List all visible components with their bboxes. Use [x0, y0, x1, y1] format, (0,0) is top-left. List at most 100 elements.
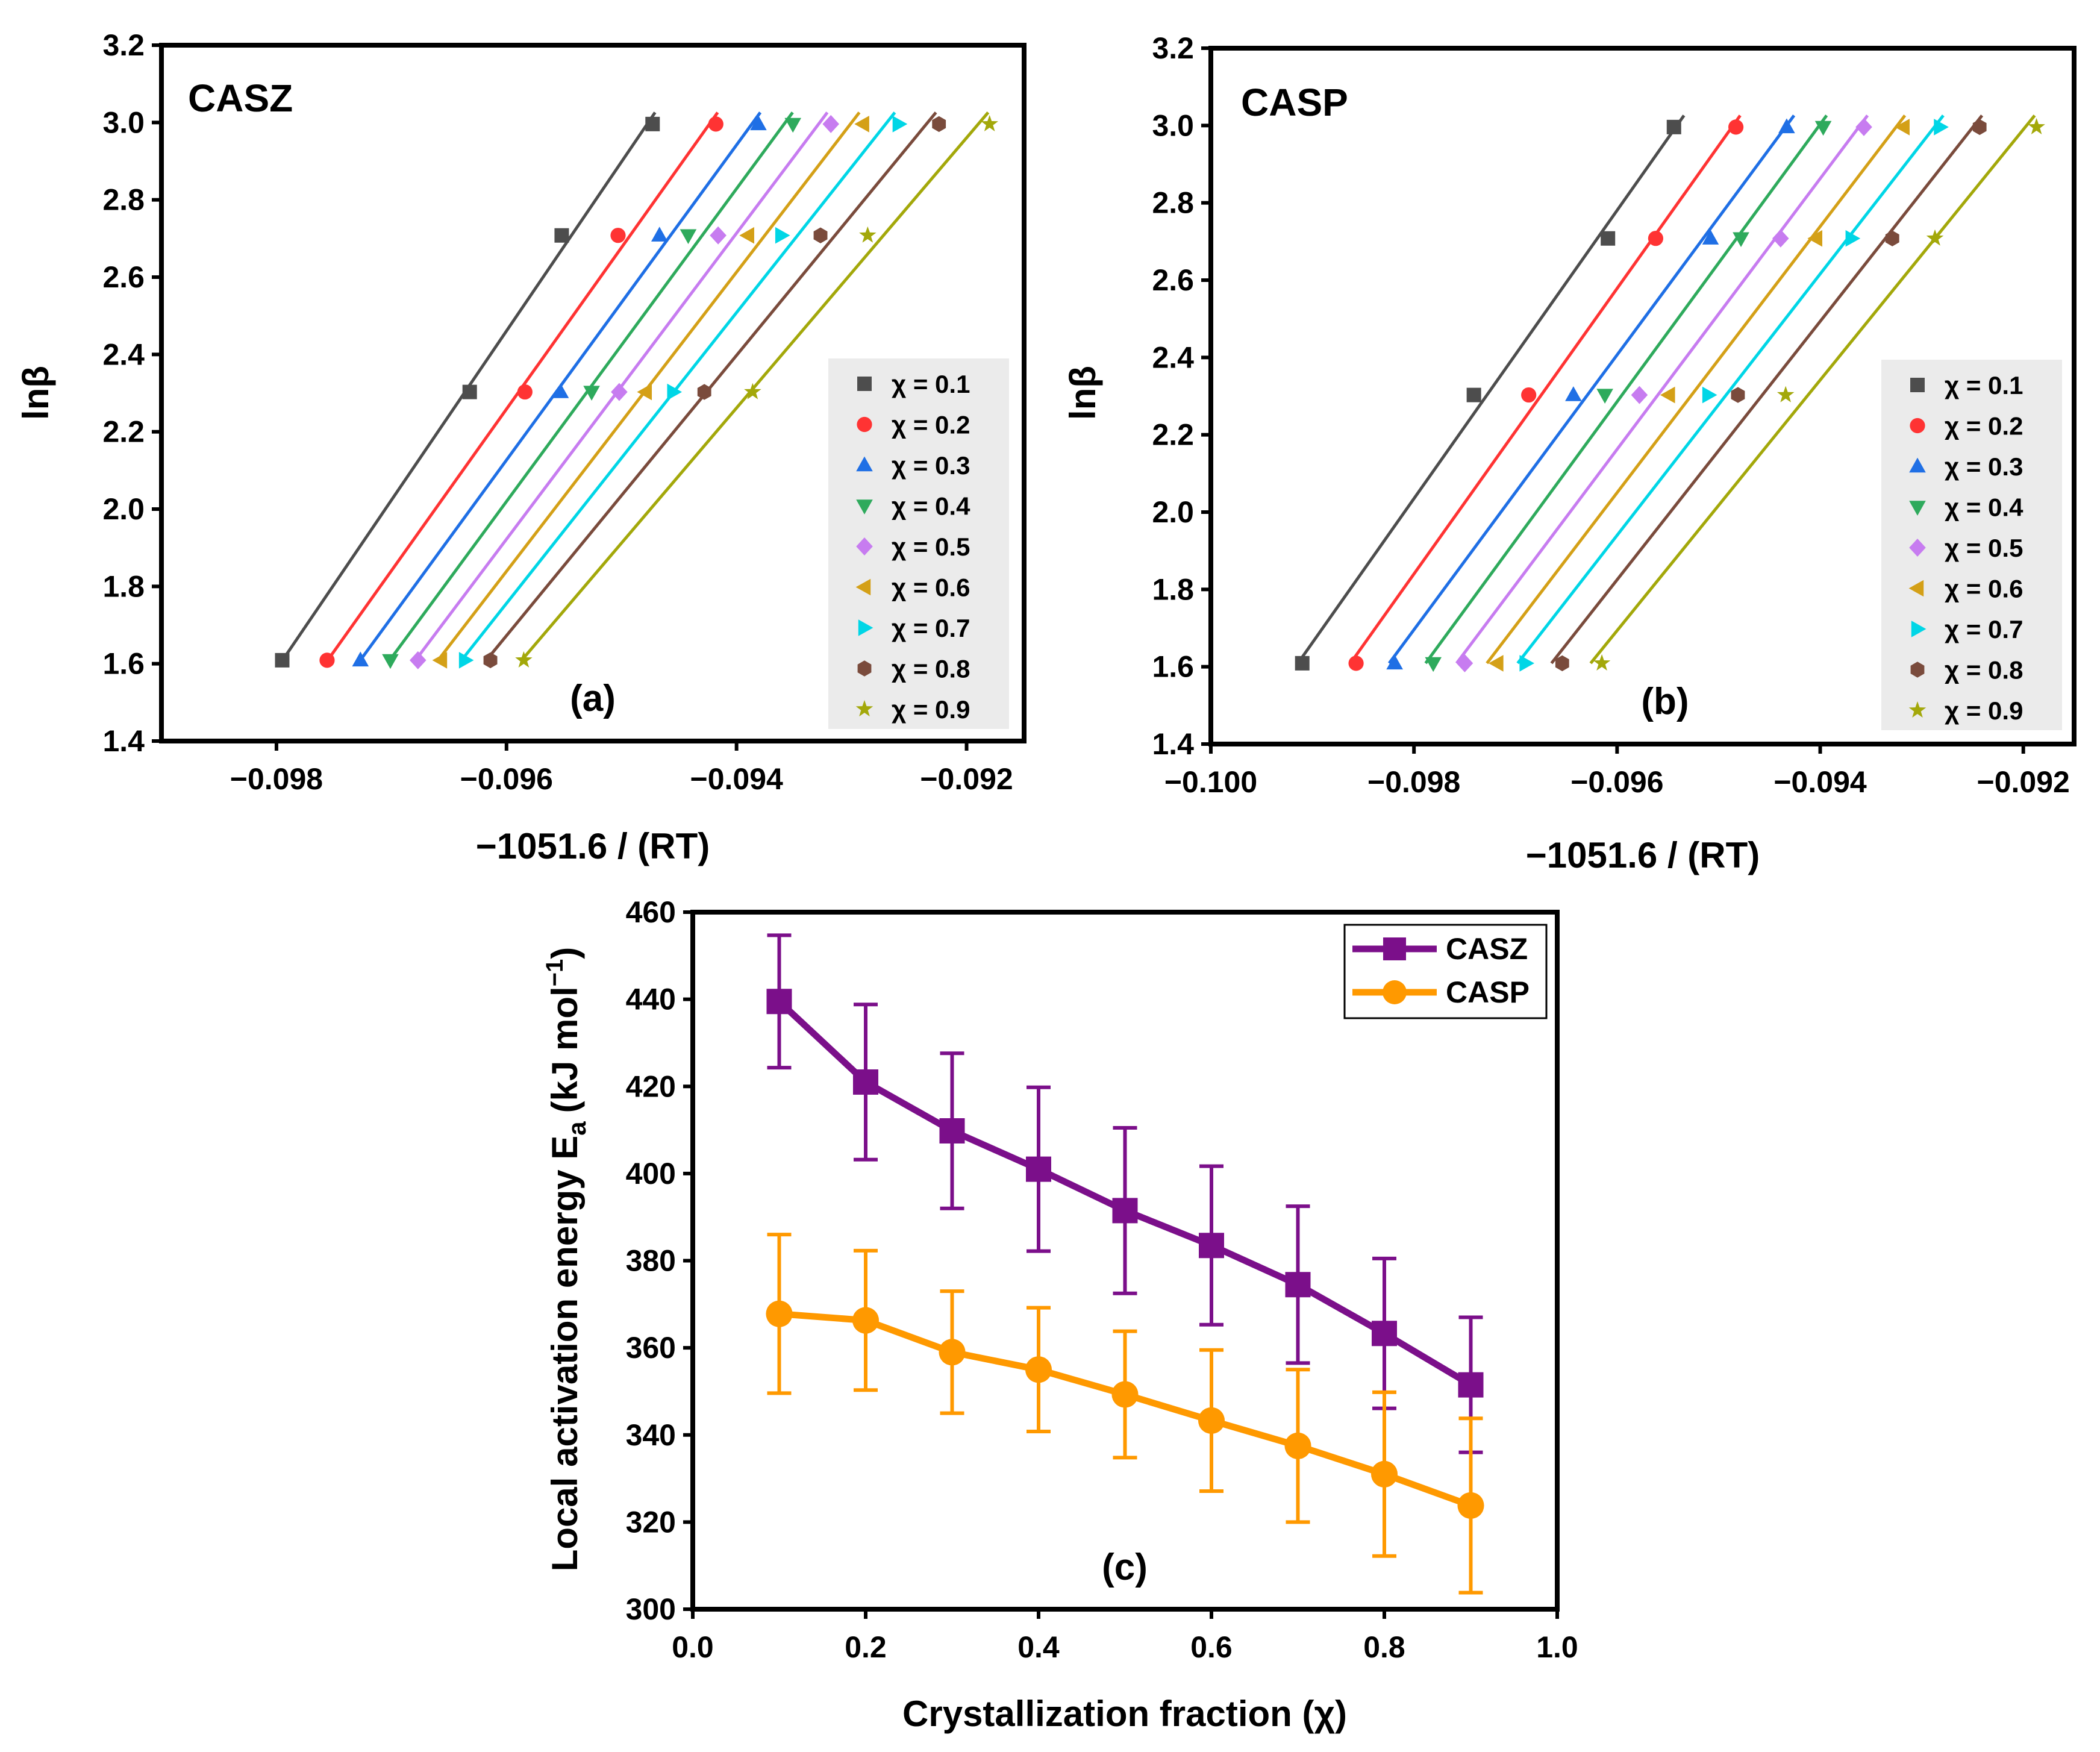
a-legend-marker: [855, 700, 873, 717]
b-legend-label: χ = 0.1: [1945, 371, 2023, 399]
a-fit-line: [460, 111, 896, 662]
b-data-point: [1885, 230, 1899, 246]
b-legend-label: χ = 0.8: [1945, 656, 2023, 684]
b-data-point: [1778, 118, 1795, 134]
b-data-point: [1814, 120, 1832, 136]
c-legend-label: CASP: [1446, 975, 1530, 1009]
a-y-tick-label: 3.0: [102, 105, 145, 139]
a-data-point: [483, 652, 498, 669]
panel-b-label: (b): [1641, 681, 1689, 722]
c-legend-marker: [1383, 980, 1407, 1004]
c-data-point: [1370, 1460, 1398, 1488]
b-legend-marker: [1910, 378, 1925, 392]
c-data-point: [1284, 1432, 1311, 1459]
b-data-point: [1926, 229, 1944, 246]
c-y-tick-label: 320: [626, 1505, 676, 1539]
panel-b-x-axis-label: −1051.6 / (RT): [1526, 835, 1760, 875]
b-data-point: [1666, 119, 1681, 134]
panel-c-x-axis-label: Crystallization fraction (χ): [902, 1694, 1347, 1734]
c-legend-marker: [1383, 937, 1406, 960]
b-legend-marker: [1908, 701, 1927, 718]
b-x-tick-label: −0.092: [1977, 765, 2070, 799]
a-data-point: [784, 117, 802, 133]
c-data-point: [1457, 1492, 1484, 1519]
a-legend-label: χ = 0.4: [892, 492, 970, 521]
b-legend-label: χ = 0.7: [1945, 615, 2023, 643]
a-data-point: [275, 652, 290, 668]
a-legend-marker: [856, 499, 873, 515]
a-legend-marker: [857, 377, 872, 391]
c-y-tick-label: 340: [626, 1418, 676, 1452]
b-data-point: [1777, 386, 1795, 402]
c-data-point: [1372, 1321, 1397, 1347]
c-x-tick-label: 0.6: [1190, 1630, 1233, 1664]
panel-a-y-axis-label: lnβ: [16, 366, 56, 420]
b-data-point: [1601, 231, 1616, 246]
b-legend-label: χ = 0.9: [1945, 696, 2023, 725]
b-data-point: [1555, 655, 1569, 672]
a-legend-label: χ = 0.5: [892, 533, 970, 561]
c-data-point: [1285, 1272, 1311, 1298]
a-data-point: [583, 386, 600, 401]
b-y-tick-label: 2.2: [1152, 418, 1194, 452]
b-data-point: [1489, 655, 1504, 672]
a-legend-label: χ = 0.2: [892, 411, 970, 439]
a-y-tick-label: 2.4: [102, 337, 145, 371]
a-y-tick-label: 1.6: [102, 647, 145, 681]
a-x-tick-label: −0.092: [920, 762, 1013, 796]
b-fit-line: [1516, 114, 1945, 665]
a-data-point: [854, 116, 869, 133]
b-legend-marker: [1908, 580, 1924, 597]
a-x-tick-label: −0.094: [690, 762, 784, 796]
b-data-point: [1295, 655, 1310, 671]
c-data-point: [766, 1300, 793, 1327]
a-data-point: [708, 116, 723, 132]
c-legend-label: CASZ: [1446, 932, 1528, 966]
panel-a-label: (a): [570, 678, 616, 719]
b-data-point: [1596, 389, 1613, 404]
b-data-point: [1425, 657, 1442, 672]
b-data-point: [1660, 386, 1675, 404]
b-data-point: [1456, 654, 1473, 672]
a-fit-line: [485, 111, 937, 662]
a-data-point: [697, 384, 711, 400]
panel-c-activation-energy: 0.0 0.2 0.4 0.6 0.8 1.0 300 320 340 360 380 400 420 4…: [542, 895, 1578, 1734]
a-y-tick-label: 1.8: [102, 569, 145, 603]
b-data-point: [1702, 386, 1717, 404]
b-y-tick-label: 1.6: [1152, 650, 1194, 684]
b-y-tick-label: 2.8: [1152, 186, 1194, 220]
b-x-tick-label: −0.098: [1367, 765, 1460, 799]
c-y-tick-label: 380: [626, 1244, 676, 1278]
b-fit-line: [1424, 114, 1828, 665]
b-data-point: [1565, 386, 1582, 401]
b-legend-marker: [1911, 621, 1927, 637]
a-data-point: [645, 116, 660, 131]
c-data-point: [1458, 1372, 1484, 1398]
a-data-point: [554, 228, 569, 243]
b-data-point: [1972, 119, 1987, 136]
b-data-point: [1386, 654, 1403, 670]
a-legend-marker: [857, 416, 872, 433]
a-data-point: [744, 383, 761, 399]
c-data-point: [853, 1069, 878, 1095]
b-legend-label: χ = 0.2: [1945, 412, 2023, 440]
b-y-tick-label: 1.8: [1152, 572, 1194, 606]
a-data-point: [462, 384, 477, 399]
b-data-point: [1728, 119, 1744, 135]
panel-b-casp: −0.100 −0.098 −0.096 −0.094 −0.092 1.4 1.6 1.8 2…: [1063, 31, 2077, 875]
b-x-tick-label: −0.100: [1164, 765, 1257, 799]
a-data-point: [750, 115, 767, 131]
a-data-point: [667, 383, 683, 401]
b-legend-marker: [1910, 662, 1925, 678]
b-data-point: [1648, 231, 1664, 246]
panel-b-y-axis-label: lnβ: [1063, 366, 1103, 420]
b-data-point: [1807, 230, 1822, 247]
b-fit-line: [1486, 114, 1907, 665]
b-data-point: [1521, 387, 1537, 403]
a-legend-label: χ = 0.6: [892, 574, 970, 602]
a-legend-label: χ = 0.8: [892, 655, 970, 683]
b-data-point: [1593, 654, 1611, 671]
c-data-point: [1112, 1198, 1138, 1224]
a-legend-marker: [858, 619, 873, 636]
